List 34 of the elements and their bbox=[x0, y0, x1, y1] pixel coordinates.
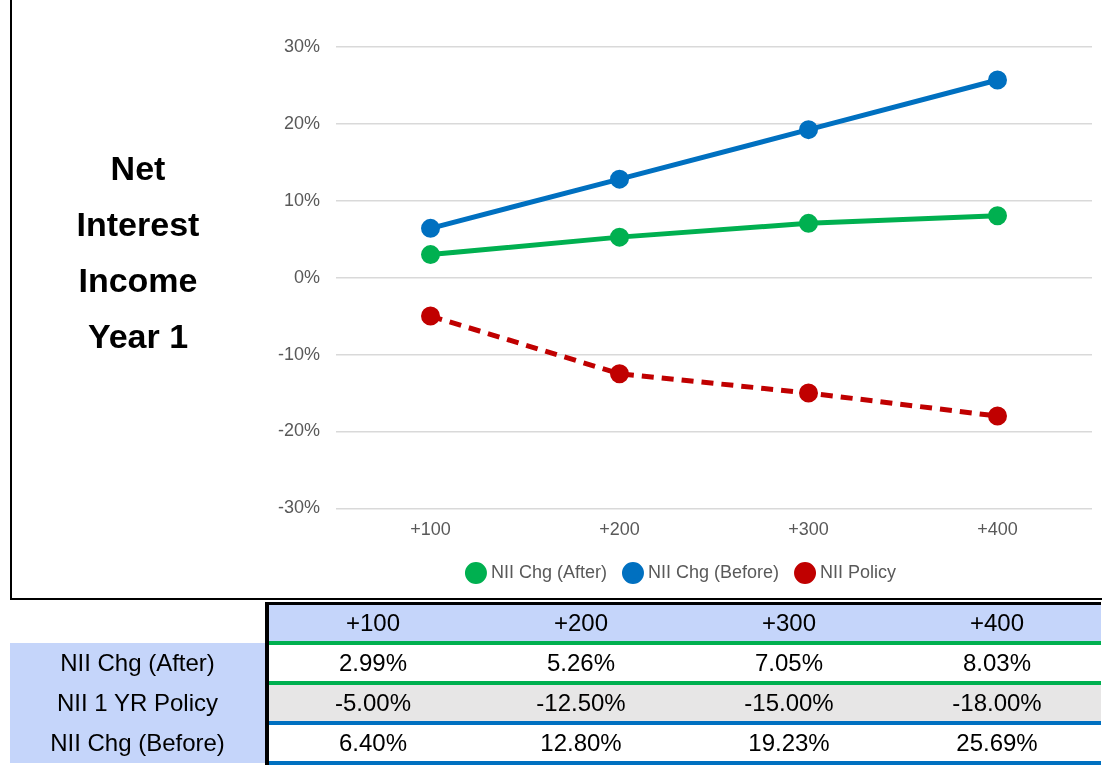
x-tick-label: +400 bbox=[977, 519, 1018, 540]
data-label: 5.26% bbox=[477, 643, 685, 683]
y-tick-label: 10% bbox=[283, 189, 321, 210]
data-label: 25.69% bbox=[893, 723, 1101, 763]
category-label: +200 bbox=[553, 609, 609, 636]
data-label: 19.23% bbox=[685, 723, 893, 763]
category-label: +400 bbox=[969, 609, 1025, 636]
data-label: -15.00% bbox=[685, 683, 893, 723]
text: NII Chg (Before) bbox=[50, 729, 225, 756]
data-label: 7.05% bbox=[685, 643, 893, 683]
x-tick-label: +100 bbox=[410, 519, 451, 540]
y-tick-label: -20% bbox=[277, 420, 321, 441]
text: NII Chg (After) bbox=[60, 649, 215, 676]
y-tick-label: 30% bbox=[283, 35, 321, 56]
x-tick-label: +300 bbox=[788, 519, 829, 540]
category-label: +300 bbox=[761, 609, 817, 636]
legend-label: NII Chg (Before) bbox=[647, 561, 780, 582]
data-label: -18.00% bbox=[893, 683, 1101, 723]
y-tick-label: 20% bbox=[283, 112, 321, 133]
legend-label: NII Chg (After) bbox=[490, 561, 607, 582]
text: NII 1 YR Policy bbox=[10, 683, 267, 723]
x-tick-label: +200 bbox=[599, 519, 640, 540]
y-tick-label: -30% bbox=[277, 497, 321, 518]
y-tick-label: -10% bbox=[277, 343, 321, 364]
text: Net Interest Income Year 1 bbox=[75, 148, 201, 357]
data-label: 8.03% bbox=[893, 643, 1101, 683]
data-label: -12.50% bbox=[477, 683, 685, 723]
category-label: +100 bbox=[345, 609, 401, 636]
data-label: -5.00% bbox=[267, 683, 477, 723]
y-tick-label: 0% bbox=[294, 266, 321, 287]
legend-label: NII Policy bbox=[820, 561, 897, 582]
data-label: 6.40% bbox=[267, 723, 477, 763]
data-label: 12.80% bbox=[477, 723, 685, 763]
data-label: 2.99% bbox=[267, 643, 477, 683]
